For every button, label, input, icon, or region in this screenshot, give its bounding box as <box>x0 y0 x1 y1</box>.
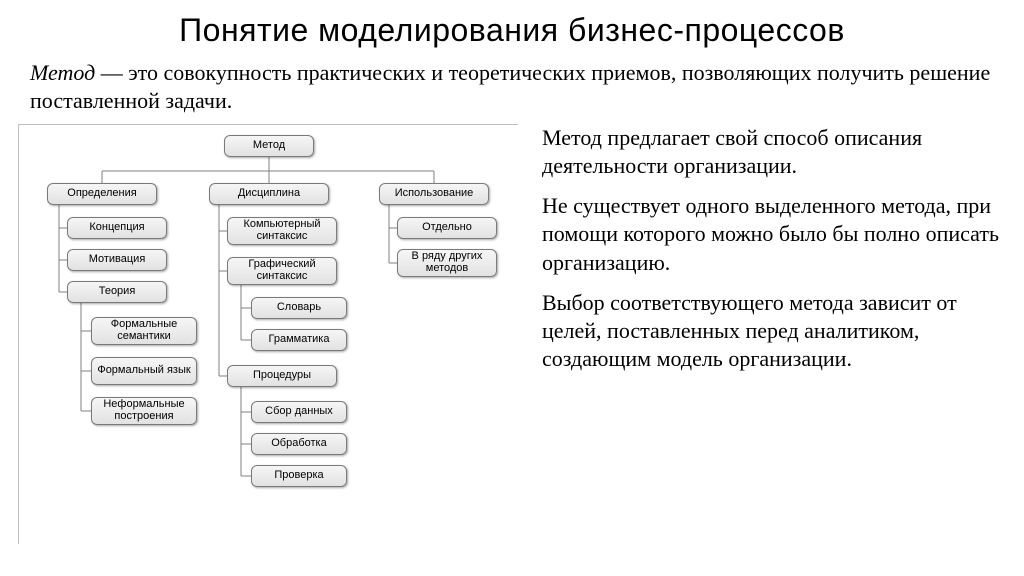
page-title: Понятие моделирования бизнес-процессов <box>0 0 1024 55</box>
tree-node: Метод <box>224 135 314 157</box>
diagram-container: Метод Определения Дисциплина Использование К… <box>18 124 528 544</box>
definition-body: — это совокупность практических и теорет… <box>30 60 990 113</box>
tree-diagram: Метод Определения Дисциплина Использование К… <box>18 124 518 544</box>
tree-node: Неформальные построения <box>91 397 197 425</box>
tree-node: Теория <box>67 281 167 303</box>
tree-node: Использование <box>379 183 489 205</box>
tree-node: Грамматика <box>251 329 347 351</box>
tree-node: Проверка <box>251 465 347 487</box>
tree-node: Определения <box>47 183 157 205</box>
tree-node: Словарь <box>251 297 347 319</box>
tree-node: Обработка <box>251 433 347 455</box>
paragraph: Метод предлагает свой способ описания де… <box>542 124 1006 180</box>
tree-node: Концепция <box>67 217 167 239</box>
tree-node: Сбор данных <box>251 401 347 423</box>
tree-node: Формальный язык <box>91 357 197 385</box>
right-text-column: Метод предлагает свой способ описания де… <box>528 124 1006 544</box>
tree-node: Графический синтаксис <box>227 257 337 285</box>
tree-node: В ряду других методов <box>397 249 497 277</box>
tree-node: Дисциплина <box>209 183 329 205</box>
tree-node: Компьютерный синтаксис <box>227 217 337 245</box>
tree-node: Формальные семантики <box>91 317 197 345</box>
term: Метод <box>30 60 95 85</box>
paragraph: Выбор соответствующего метода зависит от… <box>542 289 1006 373</box>
content-row: Метод Определения Дисциплина Использование К… <box>0 124 1024 544</box>
definition-line: Метод — это совокупность практических и … <box>0 55 1024 124</box>
paragraph: Не существует одного выделенного метода,… <box>542 192 1006 276</box>
tree-node: Процедуры <box>227 365 337 387</box>
tree-node: Мотивация <box>67 249 167 271</box>
tree-node: Отдельно <box>397 217 497 239</box>
